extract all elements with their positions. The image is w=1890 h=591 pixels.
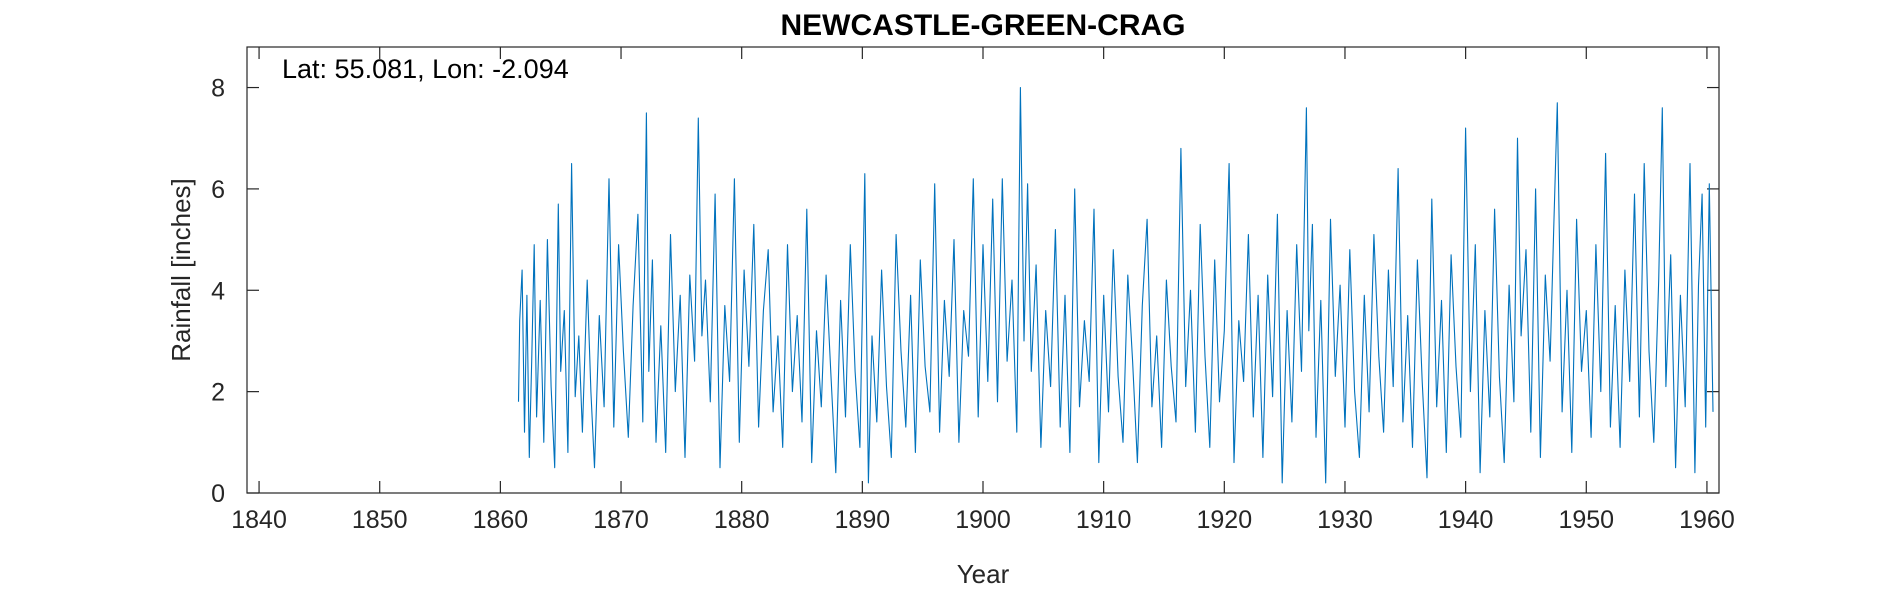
x-tick-label: 1840 xyxy=(231,506,287,534)
x-tick-label: 1890 xyxy=(835,506,891,534)
x-tick-label: 1850 xyxy=(352,506,408,534)
x-tick-label: 1940 xyxy=(1438,506,1494,534)
y-axis-ticks: 0 2 4 6 8 xyxy=(211,75,1719,508)
x-tick-label: 1920 xyxy=(1196,506,1252,534)
y-tick-label: 4 xyxy=(211,277,225,305)
y-tick-label: 6 xyxy=(211,176,225,204)
x-tick-label: 1930 xyxy=(1317,506,1373,534)
y-tick-label: 8 xyxy=(211,75,225,103)
x-tick-label: 1880 xyxy=(714,506,770,534)
y-axis-label: Rainfall [inches] xyxy=(166,178,196,362)
y-tick-label: 0 xyxy=(211,480,225,508)
y-tick-label: 2 xyxy=(211,379,225,407)
x-tick-label: 1870 xyxy=(593,506,649,534)
chart-title: NEWCASTLE-GREEN-CRAG xyxy=(781,9,1186,42)
x-tick-label: 1950 xyxy=(1558,506,1614,534)
rainfall-series-line xyxy=(517,86,1714,484)
x-tick-label: 1860 xyxy=(473,506,529,534)
x-tick-label: 1900 xyxy=(955,506,1011,534)
x-tick-label: 1910 xyxy=(1076,506,1132,534)
x-axis-label: Year xyxy=(957,559,1010,589)
x-tick-label: 1960 xyxy=(1679,506,1735,534)
x-axis-ticks: 1840 1850 1860 1870 1880 1890 1900 1910 1920 1930… xyxy=(231,47,1735,534)
location-annotation: Lat: 55.081, Lon: -2.094 xyxy=(282,54,569,84)
plot-frame xyxy=(246,46,1720,494)
